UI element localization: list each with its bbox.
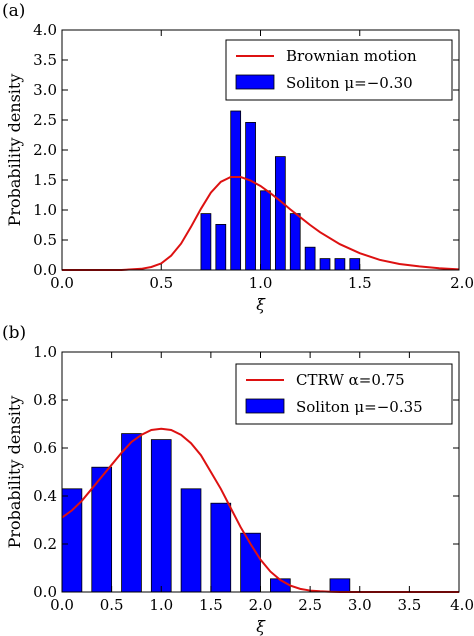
legend-label: CTRW α=0.75: [296, 371, 405, 389]
panel-label: (a): [2, 1, 25, 21]
histogram-bar: [121, 433, 142, 593]
histogram-bar: [200, 213, 212, 271]
histogram-bar: [245, 122, 256, 271]
histogram-bar: [304, 246, 316, 271]
y-tick-label: 0.0: [33, 583, 57, 601]
y-tick-label: 3.5: [33, 51, 57, 69]
y-tick-label: 0.2: [33, 535, 57, 553]
y-tick-label: 1.5: [33, 171, 57, 189]
x-tick-label: 3.5: [397, 596, 421, 614]
x-tick-label: 2.0: [450, 274, 474, 292]
series-line: [61, 427, 459, 593]
legend-label: Brownian motion: [286, 47, 417, 65]
x-tick-label: 1.0: [249, 274, 273, 292]
series-line: [62, 176, 460, 271]
y-tick-label: 0.0: [33, 261, 57, 279]
legend: CTRW α=0.75 Soliton μ=−0.35: [235, 363, 453, 425]
panel-a: (a) 0.0 0.5 1.0 1.5 2.0 0.0 0.5 1.0 1.5 2.0 2.5 3.0 3…: [2, 1, 474, 314]
y-tick-label: 0.6: [33, 439, 57, 457]
legend-bar-swatch: [245, 398, 285, 414]
histogram-bar: [180, 488, 202, 593]
y-tick-label: 2.0: [33, 141, 57, 159]
legend-box: [235, 363, 453, 425]
legend: Brownian motion Soliton μ=−0.30: [225, 39, 453, 101]
x-tick-label: 1.5: [199, 596, 223, 614]
x-axis-label: ξ: [256, 295, 266, 314]
y-tick-label: 3.0: [33, 81, 57, 99]
x-tick-label: 0.5: [149, 274, 173, 292]
x-axis-label: ξ: [256, 617, 266, 636]
y-axis-label: Probability density: [5, 396, 24, 549]
y-axis-label: Probability density: [5, 74, 24, 227]
histogram-bar: [240, 532, 261, 593]
y-tick-label: 0.8: [33, 391, 57, 409]
panel-label: (b): [2, 323, 26, 343]
histogram-bar: [150, 439, 172, 593]
histogram-bar: [334, 258, 346, 271]
legend-bar-swatch: [235, 74, 275, 90]
x-tick-label: 0.5: [100, 596, 124, 614]
y-tick-label: 0.4: [33, 487, 57, 505]
x-tick-label: 0.0: [50, 274, 74, 292]
histogram-bar: [230, 110, 242, 271]
x-tick-label: 1.5: [348, 274, 372, 292]
histogram-bar: [274, 156, 286, 271]
x-tick-label: 3.0: [348, 596, 372, 614]
histogram-bar: [289, 213, 301, 271]
y-tick-label: 1.0: [33, 343, 57, 361]
legend-label: Soliton μ=−0.30: [286, 74, 413, 92]
x-tick-label: 4.0: [450, 596, 474, 614]
legend-label: Soliton μ=−0.35: [296, 398, 423, 416]
histogram-bar: [319, 258, 331, 271]
histogram-bar: [215, 223, 227, 271]
legend-box: [225, 39, 453, 101]
x-tick-label: 1.0: [149, 596, 173, 614]
y-tick-label: 0.5: [33, 231, 57, 249]
y-tick-label: 1.0: [33, 201, 57, 219]
panel-b: (b) 0.0 0.5 1.0 1.5 2.0 2.5 3.0 3.5 4.0 0.0 0.2 0.4 0…: [2, 323, 474, 636]
histogram-bar: [349, 258, 361, 271]
histogram-bar: [260, 190, 271, 271]
x-tick-label: 0.0: [50, 596, 74, 614]
y-tick-label: 2.5: [33, 111, 57, 129]
histogram-bar: [329, 578, 351, 593]
y-tick-label: 4.0: [33, 21, 57, 39]
histogram-bar: [210, 502, 232, 593]
x-tick-label: 2.0: [249, 596, 273, 614]
x-tick-label: 2.5: [298, 596, 322, 614]
